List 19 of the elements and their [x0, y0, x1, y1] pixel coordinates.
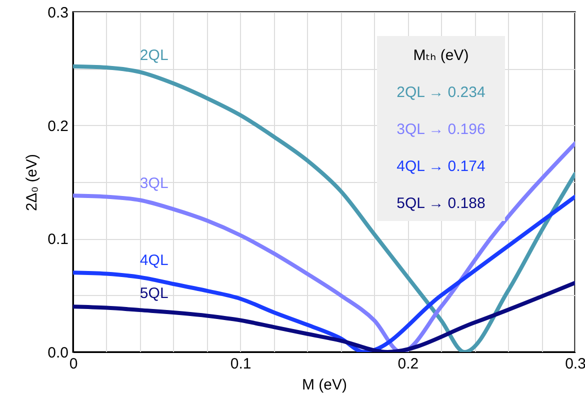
x-tick-label: 0.2 [398, 356, 419, 372]
x-tick-label: 0.3 [565, 356, 585, 372]
y-tick-label: 0.0 [48, 344, 68, 362]
y-axis-title: 2Δ₀ (eV) [24, 154, 41, 212]
y-tick-label: 0.2 [48, 118, 68, 135]
series-label: 3QL [140, 175, 168, 192]
series-label: 4QL [140, 252, 168, 270]
x-axis-title: M (eV) [302, 376, 348, 394]
series-label: 5QL [140, 285, 168, 302]
annotation: 2QL → 0.234 [396, 84, 486, 101]
series-label: 2QL [140, 47, 168, 64]
y-tick-label: 0.3 [48, 4, 68, 22]
annotation: 5QL → 0.188 [396, 195, 486, 212]
annotation: 3QL → 0.196 [396, 121, 486, 138]
x-tick-label: 0 [69, 356, 78, 372]
annotation: 4QL → 0.174 [396, 158, 486, 175]
x-tick-label: 0.1 [230, 356, 252, 372]
annotation: Mₜₕ (eV) [413, 47, 469, 64]
y-tick-label: 0.1 [48, 231, 68, 248]
